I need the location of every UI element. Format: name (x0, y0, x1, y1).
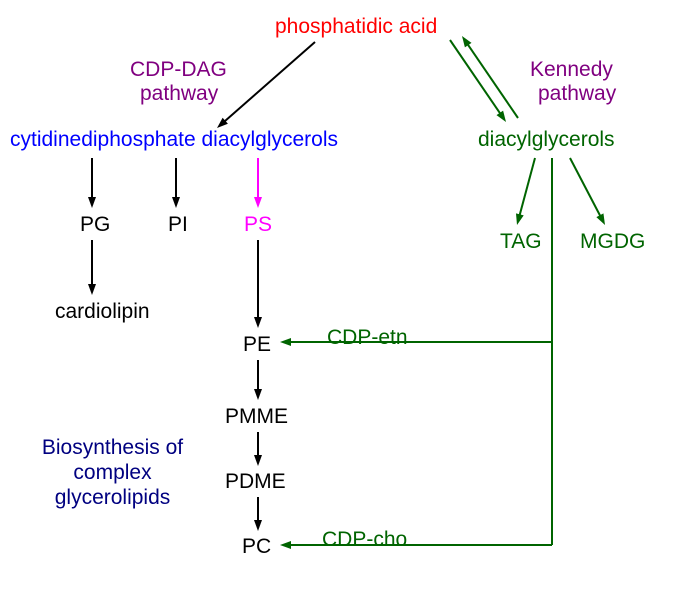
node-pc: PC (242, 535, 271, 558)
label-kennedy-pathway-2: pathway (538, 82, 616, 105)
label-cdp-etn: CDP-etn (327, 326, 408, 349)
node-cdp-diacylglycerols: cytidinediphosphate diacylglycerols (10, 128, 338, 151)
node-pmme: PMME (225, 405, 288, 428)
label-cdp-dag-pathway-2: pathway (140, 82, 218, 105)
node-diacylglycerols: diacylglycerols (478, 128, 615, 151)
node-cardiolipin: cardiolipin (55, 300, 150, 323)
caption-biosynthesis: Biosynthesis ofcomplexglycerolipids (30, 435, 195, 511)
node-ps: PS (244, 213, 272, 236)
label-kennedy-pathway-1: Kennedy (530, 58, 613, 81)
label-cdp-dag-pathway-1: CDP-DAG (130, 58, 227, 81)
node-pdme: PDME (225, 470, 286, 493)
node-pi: PI (168, 213, 188, 236)
node-pe: PE (243, 333, 271, 356)
label-cdp-cho: CDP-cho (322, 528, 407, 551)
node-tag: TAG (500, 230, 542, 253)
node-pg: PG (80, 213, 110, 236)
node-mgdg: MGDG (580, 230, 645, 253)
node-phosphatidic-acid: phosphatidic acid (275, 15, 437, 38)
